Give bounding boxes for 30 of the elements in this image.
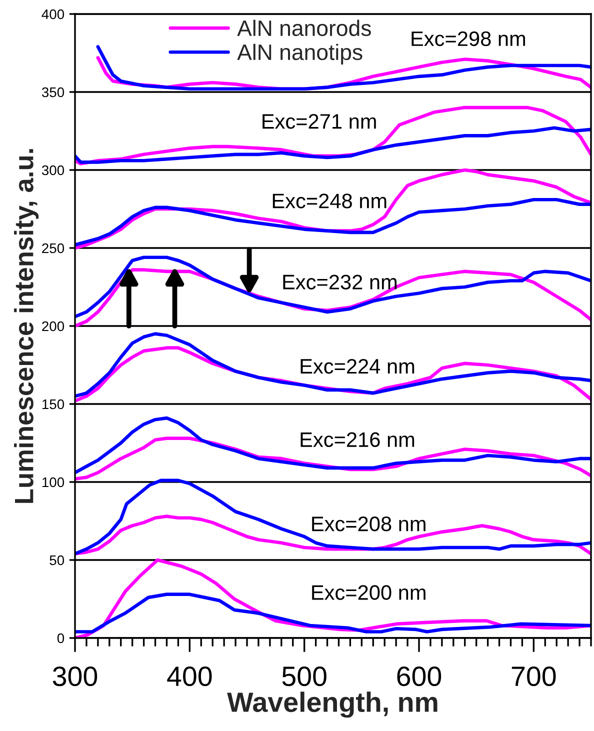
annotation: Exc=271 nm — [262, 114, 376, 129]
y-tick-label: 200 — [42, 321, 64, 332]
annotation: Exc=232 nm — [283, 274, 397, 290]
line-series — [75, 332, 591, 398]
y-tick-label: 100 — [42, 477, 64, 488]
line-series — [75, 256, 591, 318]
x-axis-title: Wavelength, nm — [227, 692, 438, 718]
legend-label: AlN nanorods — [237, 20, 371, 36]
annotation: Exc=248 nm — [272, 194, 386, 208]
y-tick-label: 300 — [42, 165, 64, 176]
y-tick-label: 150 — [42, 399, 64, 410]
x-tick-label: 400 — [167, 666, 212, 686]
annotation: Exc=298 nm — [412, 31, 526, 46]
y-tick-label: 350 — [42, 87, 64, 98]
annotation: Exc=200 nm — [312, 585, 426, 600]
annotation: Exc=216 nm — [300, 432, 414, 448]
x-tick-label: 500 — [282, 666, 326, 686]
x-tick-label: 600 — [397, 666, 442, 686]
y-tick-label: 400 — [42, 9, 64, 20]
y-tick-label: 50 — [50, 555, 64, 566]
line-series — [75, 514, 591, 556]
y-tick-label: 0 — [57, 633, 64, 644]
annotation: Exc=208 nm — [312, 516, 426, 532]
legend-label: AlN nanotips — [237, 44, 362, 65]
y-tick-label: 250 — [42, 243, 64, 254]
line-series — [75, 416, 591, 474]
x-tick-label: 700 — [512, 666, 556, 686]
y-axis-title: Luminescence intensity, a.u. — [14, 149, 39, 503]
line-series — [96, 45, 591, 91]
annotation: Exc=224 nm — [300, 358, 414, 374]
